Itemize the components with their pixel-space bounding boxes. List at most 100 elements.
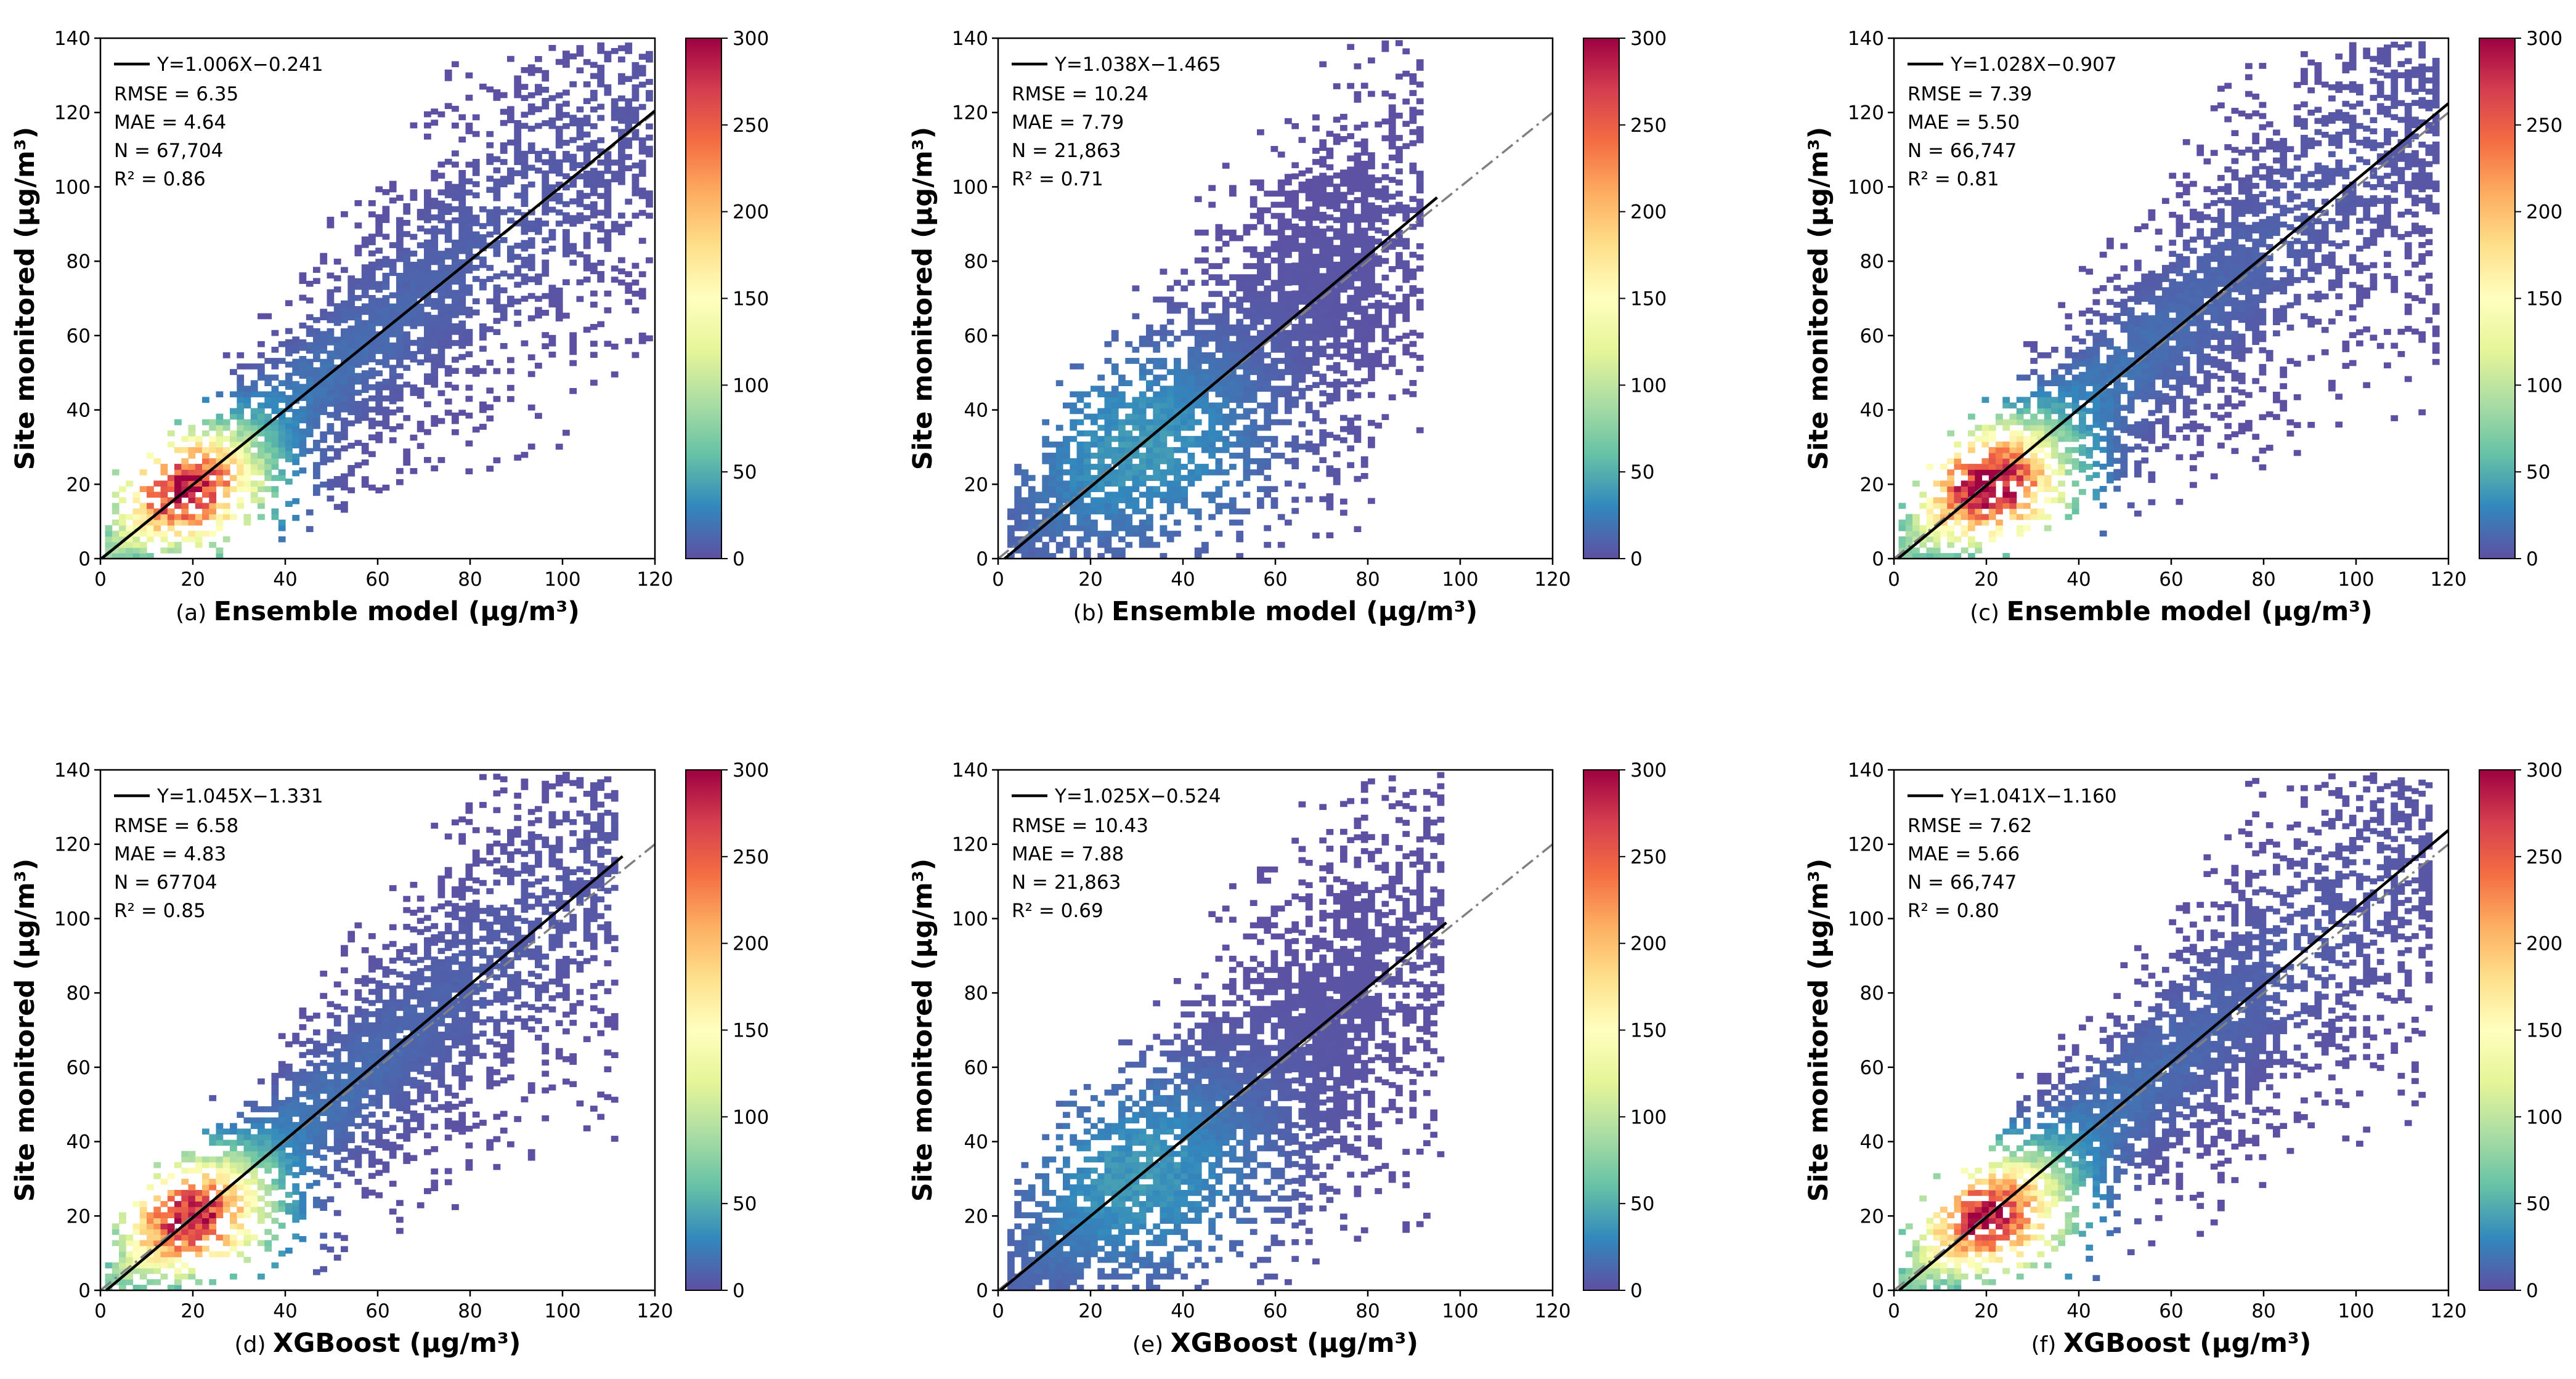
density-cell (1125, 358, 1132, 364)
density-cell (2183, 307, 2190, 313)
density-cell (2162, 365, 2169, 371)
density-cell (1125, 520, 1132, 526)
density-cell (1327, 181, 1334, 187)
density-cell (514, 137, 521, 143)
density-cell (1222, 397, 1230, 403)
density-cell (1968, 486, 1975, 492)
legend-label: Y=1.006X−0.241 (156, 54, 323, 76)
density-cell (2190, 298, 2197, 304)
density-cell (1306, 402, 1313, 408)
density-cell (1989, 503, 1996, 509)
density-cell (1153, 458, 1160, 464)
density-cell (590, 262, 598, 269)
density-cell (431, 176, 438, 182)
density-cell (2307, 316, 2315, 322)
density-cell (1139, 341, 1147, 347)
density-cell (577, 196, 584, 202)
density-cell (2072, 358, 2079, 364)
density-cell (383, 340, 390, 346)
density-cell (251, 486, 258, 492)
density-cell (1312, 232, 1320, 238)
density-cell (334, 354, 341, 360)
density-cell (646, 196, 653, 202)
density-cell (230, 514, 237, 520)
density-cell (1327, 304, 1334, 310)
density-cell (264, 397, 272, 403)
density-cell (292, 347, 299, 354)
density-cell (1927, 536, 1934, 543)
density-cell (1084, 453, 1091, 459)
density-cell (521, 111, 529, 118)
density-cell (549, 290, 556, 296)
density-cell (1927, 548, 1934, 554)
density-cell (2183, 262, 2190, 268)
density-cell (1243, 263, 1251, 269)
density-cell (1306, 229, 1313, 235)
density-cell (320, 398, 327, 404)
density-cell (1167, 464, 1174, 470)
density-cell (1229, 235, 1237, 241)
density-cell (2301, 313, 2308, 320)
density-cell (168, 514, 175, 520)
density-cell (1375, 362, 1382, 368)
density-cell (2217, 443, 2225, 449)
density-cell (2190, 348, 2197, 354)
density-cell (1188, 453, 1195, 459)
density-cell (1264, 224, 1271, 230)
density-cell (2141, 396, 2148, 402)
density-cell (1278, 152, 1285, 158)
density-cell (542, 182, 549, 188)
density-cell (1105, 403, 1112, 409)
density-cell (2287, 302, 2294, 309)
density-cell (542, 248, 549, 254)
density-cell (625, 165, 632, 171)
density-cell (494, 228, 501, 235)
density-cell (1312, 276, 1320, 282)
density-cell (2121, 327, 2128, 333)
density-cell (1312, 304, 1320, 310)
density-cell (611, 104, 619, 110)
density-cell (1084, 475, 1091, 481)
density-cell (1947, 542, 1954, 548)
density-cell (1340, 114, 1347, 120)
x-tick-label: 120 (1534, 568, 1570, 591)
density-cell (1097, 442, 1105, 448)
density-cell (2217, 248, 2225, 254)
density-cell (2287, 241, 2294, 247)
density-cell (1229, 374, 1237, 381)
density-cell (1222, 163, 1230, 169)
density-cell (1375, 355, 1382, 362)
density-cell (1954, 453, 1962, 459)
density-cell (1105, 414, 1112, 420)
density-cell (2307, 137, 2315, 144)
density-cell (264, 436, 272, 442)
density-cell (1361, 161, 1368, 167)
density-cell (292, 459, 299, 466)
density-cell (2183, 289, 2190, 296)
density-cell (1222, 319, 1230, 325)
density-cell (1368, 236, 1375, 242)
density-cell (2065, 363, 2073, 370)
density-cell (514, 209, 521, 216)
density-cell (396, 373, 404, 379)
density-cell (1278, 369, 1285, 375)
density-cell (1271, 374, 1278, 381)
density-cell (1208, 447, 1216, 453)
density-cell (1333, 228, 1341, 235)
density-cell (1319, 179, 1327, 185)
density-cell (1340, 437, 1347, 443)
density-cell (327, 401, 335, 407)
density-cell (1077, 408, 1084, 415)
density-cell (2287, 146, 2294, 152)
density-cell (1195, 548, 1202, 554)
density-cell (549, 229, 556, 235)
density-cell (1264, 352, 1271, 358)
density-cell (604, 84, 612, 91)
density-cell (2301, 174, 2308, 180)
density-cell (466, 329, 473, 335)
density-cell (1271, 436, 1278, 442)
density-cell (313, 467, 320, 474)
density-cell (1299, 182, 1306, 188)
density-cell (500, 109, 508, 115)
density-cell (1236, 453, 1243, 459)
